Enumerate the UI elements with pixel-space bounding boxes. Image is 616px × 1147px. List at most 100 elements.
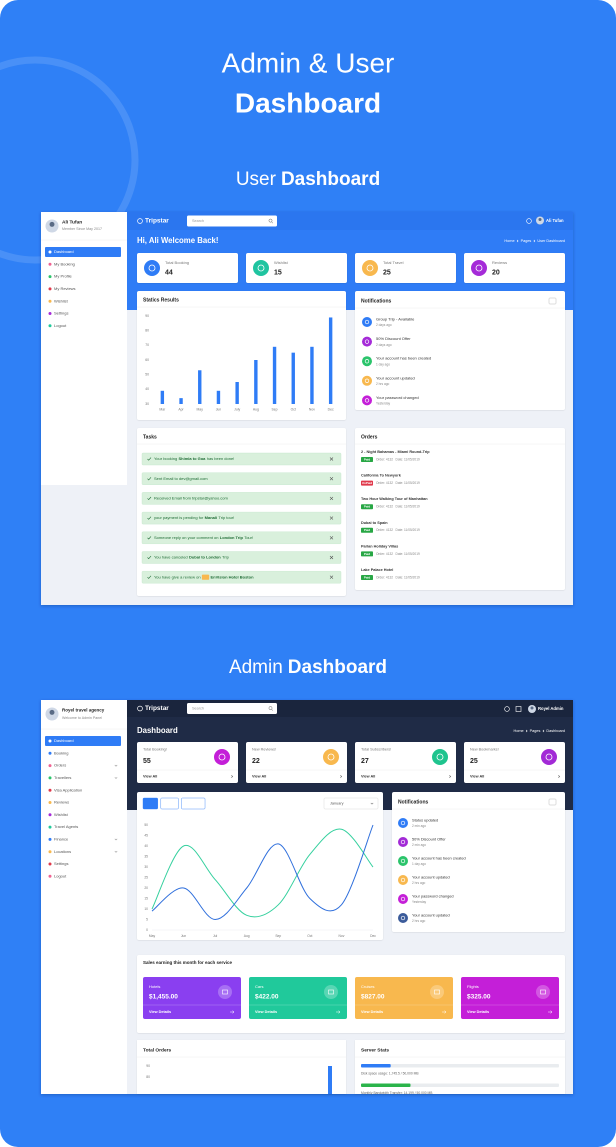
menu-icon [48, 776, 52, 780]
card-title: Total Orders [143, 1047, 171, 1053]
order-status: Paid [364, 457, 371, 461]
order-status: UnPaid [362, 481, 373, 485]
stat-icon [323, 749, 339, 765]
sales-card [137, 955, 565, 1033]
search-icon [268, 218, 273, 223]
check-icon [147, 477, 152, 481]
stat-label: Total Booking [165, 260, 189, 265]
order-status: Paid [364, 505, 371, 509]
task-bold: Shimla to Goa [179, 456, 207, 461]
page-title: Dashboard [137, 726, 178, 735]
stat-icon [471, 260, 487, 276]
bar [310, 346, 314, 404]
menu-icon [48, 275, 52, 279]
stat-icon [432, 749, 448, 765]
breadcrumb-item: Pages [521, 239, 532, 243]
chevron [114, 838, 118, 841]
search-icon [271, 709, 274, 711]
progress-fill [361, 1083, 411, 1087]
menu-icon [48, 862, 52, 866]
notification-glyph [400, 896, 406, 902]
chevron [370, 802, 374, 805]
sales-label: Cars [255, 984, 263, 989]
y-tick-label: 60 [145, 358, 149, 362]
y-tick-label: 30 [145, 402, 149, 406]
order-number: Order: 4132 [376, 481, 393, 485]
task-row [141, 452, 342, 466]
order-status: Paid [364, 575, 371, 579]
sales-tile [355, 977, 453, 1019]
order-number: Order: 4132 [376, 552, 393, 556]
notification-glyph [364, 378, 370, 383]
task-text: Sent Email to dev@gmail.com [154, 476, 208, 481]
chevron [542, 729, 545, 733]
line-series [151, 828, 374, 918]
notification-glyph [364, 398, 370, 403]
x-tick-label: Oct [307, 934, 312, 938]
profile-name: Royel travel agency [62, 708, 105, 713]
greeting: Hi, Ali Welcome Back! [137, 236, 218, 245]
notification-text: Your account updated [376, 375, 415, 380]
stat-icon-glyph [545, 753, 553, 761]
stat-label: New Reviews! [252, 748, 276, 752]
sales-link: View Details [255, 1010, 277, 1014]
profile-subtitle: Member Since May 2017 [62, 227, 102, 231]
sales-icon-glyph [540, 989, 546, 995]
notifications-card [392, 792, 565, 932]
profile-name: Ali Tufan [62, 219, 82, 225]
close-icon [329, 516, 334, 520]
task-row [141, 531, 342, 544]
stat-icon [253, 260, 269, 276]
x-tick-label: Sep [272, 407, 278, 411]
task-text: Tour! [244, 535, 253, 540]
task-row [141, 511, 342, 525]
sales-amount: $325.00 [467, 994, 491, 1001]
dropdown [323, 797, 379, 810]
orders-card [355, 428, 565, 590]
y-tick-label: 50 [144, 823, 148, 827]
notification-text: Group Trip - Available [376, 316, 415, 321]
order-status-bg [361, 575, 373, 580]
y-tick-label: 30 [144, 865, 148, 869]
notification-icon [398, 913, 408, 923]
notification-glyph [364, 319, 370, 325]
card-menu-icon [548, 297, 557, 305]
sales-link: View Details [467, 1010, 489, 1014]
chevron [525, 729, 528, 733]
notification-glyph [400, 820, 406, 826]
stat-label: Total Travel [383, 260, 404, 265]
x-tick-label: Dec [328, 407, 334, 411]
stat-card [464, 253, 565, 283]
task-text: your payment is pending for [154, 515, 204, 520]
card-title: Notifications [361, 298, 391, 304]
order-status: Paid [364, 528, 371, 532]
stat-value: 55 [143, 758, 151, 765]
menu-item: My Reviews [54, 286, 76, 291]
stat-link: View All [361, 775, 375, 779]
task-text: Received Email from tripstar@yahoo.com [154, 495, 229, 500]
notification-glyph [400, 877, 406, 883]
menu-item: Wishlist [54, 812, 69, 817]
notification-icon [398, 856, 408, 866]
task-text: Someone reply on your comment on [154, 535, 218, 540]
sidebar [41, 212, 127, 485]
close-icon [329, 575, 334, 579]
stat-value: 27 [361, 758, 369, 765]
y-tick-label: 25 [144, 875, 148, 879]
order-title: Two Hour Walking Tour of Manhattan [361, 497, 428, 501]
arrow-icon [336, 1010, 341, 1014]
sales-label: Cruises [361, 984, 375, 989]
search-box [187, 703, 277, 714]
x-tick-label: May [149, 934, 156, 938]
order-number: Order: 4132 [376, 505, 393, 509]
progress-track [361, 1064, 559, 1068]
task-bold: London Trip [220, 535, 244, 540]
menu-icon [48, 739, 52, 743]
task-row [141, 492, 342, 505]
sales-link: View Details [149, 1010, 171, 1014]
y-tick-label: 80 [145, 329, 149, 333]
chevron [114, 777, 118, 779]
stat-icon-glyph [148, 264, 156, 272]
task-text: You have canceled [154, 555, 188, 560]
